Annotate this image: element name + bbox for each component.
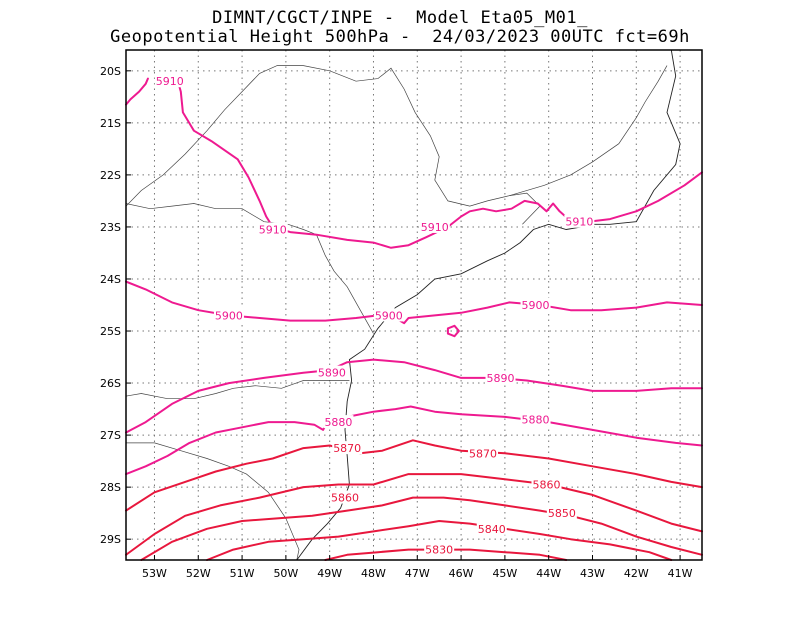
contour-label: 5890 (318, 367, 346, 380)
lon-tick-label: 49W (317, 567, 342, 580)
chart-title-line-1: DIMNT/CGCT/INPE - Model Eta05_M01_ (212, 8, 588, 28)
lon-tick-label: 46W (449, 567, 474, 580)
contour-label-background (373, 308, 404, 322)
contour-5870 (125, 439, 703, 512)
contour-label-background (419, 219, 450, 233)
state-border (126, 442, 300, 561)
contour-5910 (125, 77, 149, 106)
lon-tick-label: 51W (230, 567, 255, 580)
contour-label-background (485, 370, 516, 384)
lon-tick-label: 50W (273, 567, 298, 580)
lon-tick-label: 41W (668, 567, 693, 580)
lon-tick-label: 48W (361, 567, 386, 580)
lat-tick-label: 25S (100, 325, 121, 338)
state-border (509, 65, 668, 197)
lat-tick-label: 21S (100, 117, 121, 130)
contour-label: 5910 (259, 224, 287, 237)
contour-label: 5900 (522, 299, 550, 312)
contour-label: 5860 (533, 479, 561, 492)
contour-label-background (332, 441, 363, 455)
contour-label: 5860 (331, 492, 359, 505)
map-frame (125, 49, 703, 561)
lon-tick-label: 52W (186, 567, 211, 580)
contour-label-background (154, 74, 185, 88)
contour-5850 (140, 496, 703, 561)
lat-tick-label: 22S (100, 169, 121, 182)
contour-label-background (467, 446, 498, 460)
contour-label: 5910 (565, 216, 593, 229)
contour-label-background (316, 365, 347, 379)
contour-label: 5870 (469, 447, 497, 460)
lat-tick-label: 20S (100, 65, 121, 78)
contour-label-background (330, 490, 361, 504)
contour-5860 (125, 473, 703, 556)
lat-tick-label: 27S (100, 429, 121, 442)
contour-label: 5890 (487, 372, 515, 385)
contour-label-background (476, 521, 507, 535)
contour-label: 5900 (215, 309, 243, 322)
state-border (125, 65, 541, 225)
contour-label-background (213, 308, 244, 322)
contour-label: 5840 (478, 523, 506, 536)
contour-5900 (125, 280, 703, 325)
contour-labels: 5910 5910 5910 5910 5900 5900 5900 5890 5890 5880… (154, 74, 595, 557)
lat-tick-label: 26S (100, 377, 121, 390)
contour-label: 5850 (548, 507, 576, 520)
contour-label-background (520, 412, 551, 426)
contour-label-background (564, 214, 595, 228)
state-border (125, 380, 350, 400)
lon-tick-label: 47W (405, 567, 430, 580)
contour-label-background (531, 477, 562, 491)
contour-label: 5910 (156, 75, 184, 88)
lon-tick-label: 45W (492, 567, 517, 580)
lat-tick-label: 29S (100, 533, 121, 546)
contour-5840 (206, 520, 673, 561)
contour-label: 5870 (333, 442, 361, 455)
contour-5890 (125, 358, 703, 434)
contour-label-background (257, 222, 288, 236)
axis-ticks: 53W 52W 51W 50W 49W 48W 47W 46W 45W 44W 43W 42W 41W 2… (100, 65, 693, 580)
lon-tick-label: 42W (624, 567, 649, 580)
lat-tick-label: 23S (100, 221, 121, 234)
contour-label: 5900 (375, 309, 403, 322)
lon-tick-label: 53W (142, 567, 167, 580)
lat-tick-label: 24S (100, 273, 121, 286)
chart-title-line-2: Geopotential Height 500hPa - 24/03/2023 … (110, 27, 690, 47)
contour-label: 5910 (421, 221, 449, 234)
lon-tick-label: 44W (536, 567, 561, 580)
graticule (126, 50, 702, 560)
contour-label-background (424, 542, 455, 556)
contour-label-background (520, 298, 551, 311)
contour-label: 5830 (425, 544, 453, 557)
contour-label: 5880 (522, 413, 550, 426)
lon-tick-label: 43W (580, 567, 605, 580)
geography-lines (125, 49, 681, 561)
contour-label: 5880 (324, 416, 352, 429)
contour-label-background (546, 506, 577, 520)
state-border (125, 203, 374, 334)
contour-label-background (323, 415, 354, 429)
contour-5900 (446, 324, 460, 338)
lat-tick-label: 28S (100, 481, 121, 494)
